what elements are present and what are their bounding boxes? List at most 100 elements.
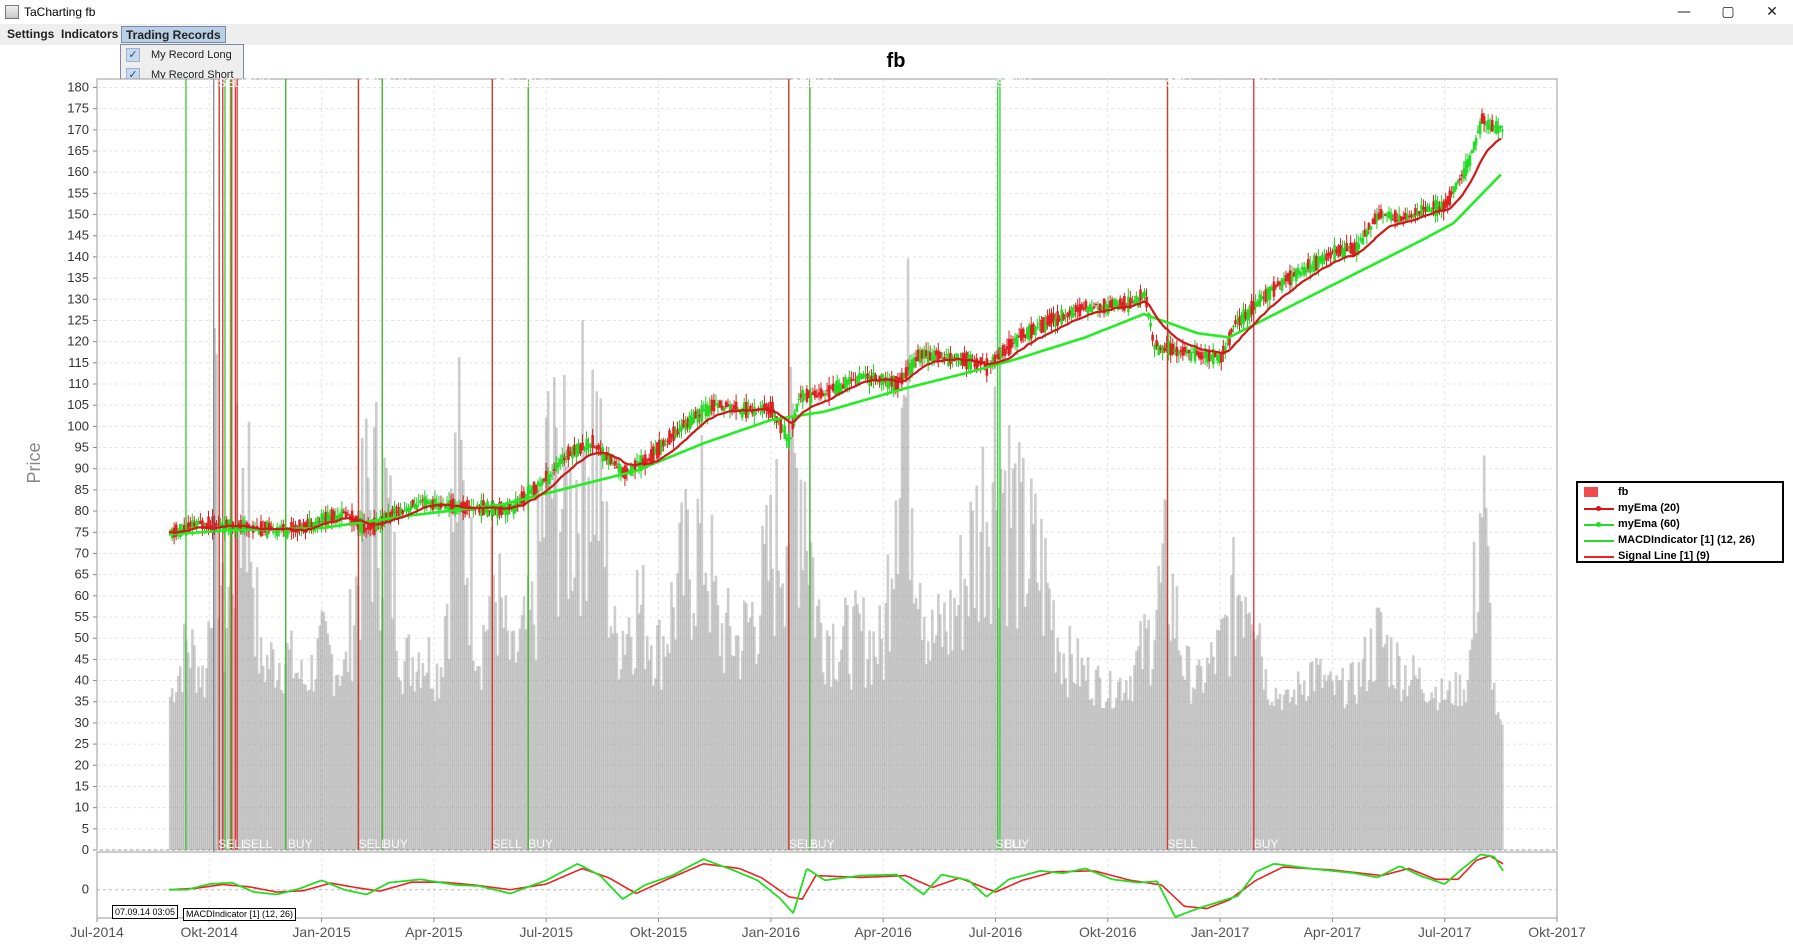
volume-bar — [261, 665, 265, 850]
candle-body — [466, 500, 469, 510]
volume-bar — [1205, 657, 1209, 850]
trade-bottom-label: SELL — [1168, 837, 1198, 851]
volume-bar — [1052, 600, 1055, 850]
long-trade-region — [528, 79, 789, 850]
volume-bar — [550, 498, 554, 850]
volume-bar — [781, 583, 785, 850]
chart-title: fb — [887, 50, 906, 72]
volume-bar — [1363, 636, 1367, 850]
volume-bar — [840, 649, 843, 850]
trade-bottom-label: SELL — [243, 837, 273, 851]
volume-bar — [538, 541, 542, 850]
candle-body — [1116, 303, 1120, 310]
candle-body — [688, 415, 692, 430]
candle-body — [423, 496, 427, 509]
candle-body — [502, 505, 506, 513]
volume-bar — [411, 657, 415, 850]
volume-bar — [1013, 463, 1017, 850]
volume-bar — [773, 635, 776, 850]
candle-body — [251, 525, 255, 533]
volume-bar — [1078, 686, 1082, 850]
y-tick-label: 170 — [67, 122, 89, 137]
volume-bar — [320, 610, 324, 850]
menu-trading-records[interactable]: Trading Records — [121, 26, 226, 43]
candle-body — [710, 399, 714, 412]
menu-settings[interactable]: Settings — [7, 27, 55, 41]
volume-bar — [178, 666, 182, 850]
close-button[interactable]: ✕ — [1766, 4, 1778, 20]
menu-indicators[interactable]: Indicators — [61, 27, 119, 41]
volume-bar — [1183, 679, 1187, 850]
candle-body — [257, 529, 261, 535]
volume-bar — [575, 479, 578, 850]
volume-bar — [698, 523, 702, 850]
candle-body — [1446, 196, 1450, 206]
volume-bar — [629, 636, 633, 850]
candle-body — [536, 481, 540, 486]
menu-item-my-record-short[interactable]: ✓ My Record Short — [122, 66, 242, 85]
candle-body — [918, 350, 922, 363]
volume-bar — [197, 666, 200, 850]
volume-bar — [1468, 650, 1472, 850]
candle-body — [1092, 306, 1096, 309]
y-tick-label: 10 — [75, 800, 89, 815]
menu-item-my-record-long[interactable]: ✓ My Record Long — [122, 46, 242, 65]
candle-body — [324, 511, 328, 525]
candle-body — [890, 376, 894, 387]
volume-bar — [1268, 705, 1272, 850]
candle-body — [356, 517, 360, 530]
candle-body — [399, 508, 402, 514]
candle-body — [280, 525, 283, 531]
volume-bar — [1171, 573, 1175, 850]
candle-body — [1404, 213, 1407, 220]
volume-bar — [771, 568, 774, 850]
volume-bar — [1298, 684, 1302, 850]
volume-bar — [973, 607, 977, 850]
candle-body — [1499, 125, 1502, 129]
candle-body — [1187, 350, 1191, 354]
candle-body — [1082, 308, 1086, 311]
volume-bar — [302, 683, 305, 850]
candle-body — [579, 444, 582, 454]
volume-bar — [639, 604, 643, 850]
candle-body — [221, 524, 225, 529]
volume-bar — [1262, 689, 1266, 850]
candle-body — [975, 358, 979, 370]
candle-body — [821, 393, 825, 397]
volume-bar — [1389, 637, 1393, 850]
candle-body — [486, 501, 489, 517]
volume-bar — [617, 679, 621, 850]
volume-bar — [1242, 637, 1245, 850]
volume-bar — [383, 457, 386, 850]
volume-bar — [908, 579, 912, 850]
volume-bar — [1088, 699, 1092, 850]
y-tick-label: 45 — [75, 651, 89, 666]
candle-body — [231, 522, 235, 530]
trade-bottom-label: SELL — [218, 837, 248, 851]
candle-body — [621, 467, 625, 478]
volume-bar — [738, 679, 742, 850]
restore-button[interactable]: ▢ — [1721, 4, 1735, 20]
candle-body — [985, 358, 989, 376]
minimize-button[interactable]: — — [1677, 4, 1691, 20]
candle-body — [670, 434, 673, 438]
candle-body — [552, 469, 556, 472]
volume-bar — [492, 575, 495, 850]
candle-body — [524, 494, 528, 496]
candle-body — [554, 462, 558, 471]
candle-body — [1343, 247, 1346, 258]
volume-bar — [864, 687, 867, 850]
candle-body — [330, 509, 334, 524]
candle-body — [1133, 299, 1136, 307]
volume-bar — [1145, 628, 1148, 850]
macd-y-tick-label: 0 — [82, 882, 89, 897]
volume-bar — [1244, 597, 1247, 850]
volume-bar — [803, 481, 807, 850]
volume-bar — [219, 585, 223, 850]
candle-body — [1209, 354, 1213, 359]
volume-bar — [514, 662, 518, 850]
candle-body — [854, 380, 857, 382]
candle-body — [1353, 242, 1357, 255]
volume-bar — [1151, 669, 1154, 850]
